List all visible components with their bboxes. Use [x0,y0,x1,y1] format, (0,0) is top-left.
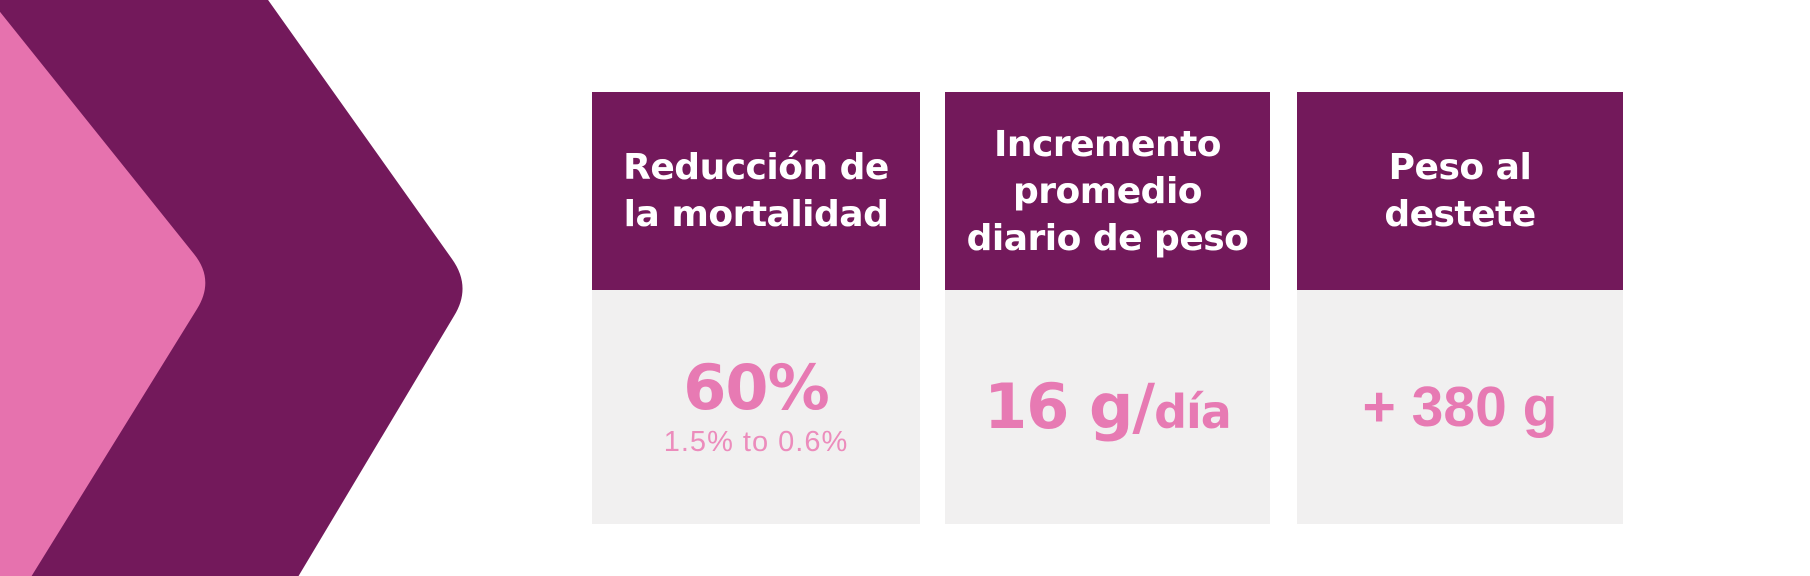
stat-card-title-line: destete [1384,194,1536,235]
stat-card-daily-gain-header: Incremento promedio diario de peso [945,92,1270,290]
stat-card-daily-gain-body: 16 g/día [945,290,1270,524]
stat-card-daily-gain: Incremento promedio diario de peso 16 g/… [945,92,1270,524]
stat-card-mortality-header: Reducción de la mortalidad [592,92,920,290]
stat-value-mortality: 60% [683,351,829,424]
stat-card-weaning-weight-body: + 380 g [1297,290,1623,524]
stat-value-number: 16 g/ [984,370,1155,443]
stat-card-title-line: promedio [1012,170,1203,212]
stat-card-title-line: Incremento [993,123,1222,165]
stat-card-title-line: Peso al [1388,147,1532,188]
stat-value-daily-gain: 16 g/día [984,376,1232,439]
stat-card-title-line: diario de peso [966,217,1249,259]
stat-subvalue-mortality: 1.5% to 0.6% [663,426,849,458]
stat-card-weaning-weight: Peso al destete + 380 g [1297,92,1623,524]
stat-card-mortality: Reducción de la mortalidad 60% 1.5% to 0… [592,92,920,524]
stat-card-mortality-body: 60% 1.5% to 0.6% [592,290,920,524]
stat-value-weaning-weight: + 380 g [1362,374,1558,439]
stat-card-title-line: la mortalidad [623,194,889,235]
stat-value-unit: día [1154,385,1232,439]
chevron-pink-shape [0,11,206,576]
stat-card-weaning-weight-header: Peso al destete [1297,92,1623,290]
stat-card-title-line: Reducción de [623,147,889,188]
